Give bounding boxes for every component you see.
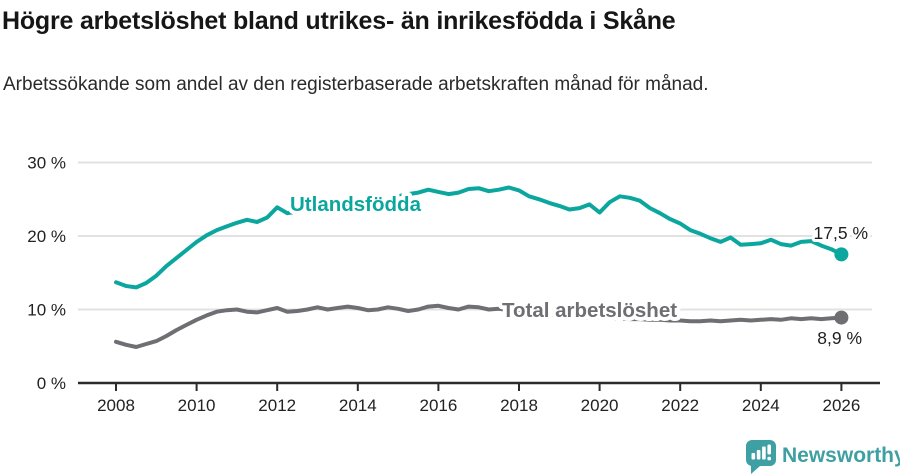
chart-subtitle: Arbetssökande som andel av den registerb… bbox=[3, 74, 709, 95]
series-line-0 bbox=[114, 185, 844, 290]
y-tick-label-0: 0 % bbox=[37, 374, 66, 393]
x-tick-label-2014: 2014 bbox=[339, 396, 377, 415]
x-tick-label-2018: 2018 bbox=[500, 396, 538, 415]
newsworthy-logo: Newsworthy bbox=[745, 440, 900, 474]
end-value-label-1: 8,9 % bbox=[817, 328, 862, 348]
x-tick-label-2008: 2008 bbox=[97, 396, 135, 415]
page-title: Högre arbetslöshet bland utrikes- än inr… bbox=[2, 7, 676, 35]
newsworthy-badge-icon bbox=[745, 440, 776, 474]
y-tick-label-10: 10 % bbox=[27, 301, 66, 320]
end-value-label-0: 17,5 % bbox=[814, 223, 868, 243]
series-line-1 bbox=[114, 303, 844, 349]
y-tick-label-30: 30 % bbox=[27, 154, 66, 173]
x-tick-label-2026: 2026 bbox=[822, 396, 860, 415]
x-tick-label-2016: 2016 bbox=[419, 396, 457, 415]
series-end-dot-1 bbox=[834, 310, 849, 325]
series-label-1: Total arbetslöshet bbox=[502, 299, 677, 322]
y-tick-label-20: 20 % bbox=[27, 227, 66, 246]
x-tick-label-2024: 2024 bbox=[742, 396, 780, 415]
x-tick-label-2012: 2012 bbox=[258, 396, 296, 415]
series-end-dot-0 bbox=[834, 247, 849, 262]
x-tick-label-2022: 2022 bbox=[661, 396, 699, 415]
x-tick-label-2010: 2010 bbox=[178, 396, 216, 415]
newsworthy-wordmark: Newsworthy bbox=[782, 444, 900, 467]
x-tick-label-2020: 2020 bbox=[581, 396, 619, 415]
series-label-0: Utlandsfödda bbox=[290, 193, 422, 216]
